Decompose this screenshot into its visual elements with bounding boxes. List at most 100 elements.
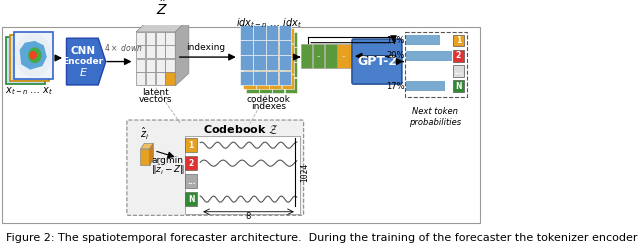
Text: 20%: 20% [387,51,405,60]
FancyBboxPatch shape [272,62,284,77]
FancyBboxPatch shape [146,32,156,45]
FancyBboxPatch shape [259,78,271,93]
FancyBboxPatch shape [285,32,297,47]
FancyBboxPatch shape [279,25,291,39]
Text: ...: ... [454,66,463,75]
FancyBboxPatch shape [256,59,269,74]
FancyBboxPatch shape [406,36,440,45]
FancyBboxPatch shape [165,45,175,58]
FancyBboxPatch shape [136,59,145,72]
FancyBboxPatch shape [156,59,165,72]
FancyBboxPatch shape [165,59,175,72]
FancyBboxPatch shape [285,47,297,62]
FancyBboxPatch shape [141,149,150,165]
FancyBboxPatch shape [453,35,464,46]
FancyBboxPatch shape [285,78,297,93]
FancyBboxPatch shape [165,32,175,45]
Text: indexing: indexing [186,43,225,52]
Text: codebook: codebook [247,95,291,104]
FancyBboxPatch shape [282,28,294,43]
FancyBboxPatch shape [282,44,294,58]
FancyBboxPatch shape [136,32,145,45]
FancyBboxPatch shape [240,25,253,39]
FancyBboxPatch shape [301,45,312,68]
FancyBboxPatch shape [240,55,253,70]
FancyBboxPatch shape [185,156,197,170]
Text: vectors: vectors [139,95,172,104]
Text: 1: 1 [188,141,194,150]
Text: 2: 2 [188,159,194,168]
FancyBboxPatch shape [282,59,294,74]
FancyBboxPatch shape [253,71,266,86]
Text: –: – [317,53,321,59]
FancyBboxPatch shape [279,55,291,70]
FancyBboxPatch shape [259,62,271,77]
FancyBboxPatch shape [337,45,349,68]
Text: $E$: $E$ [79,66,88,78]
FancyBboxPatch shape [256,44,269,58]
Text: $x_{t-n}\ \ldots\ x_t$: $x_{t-n}\ \ldots\ x_t$ [5,85,54,97]
FancyBboxPatch shape [259,47,271,62]
FancyBboxPatch shape [136,72,145,86]
FancyBboxPatch shape [185,136,300,214]
FancyBboxPatch shape [6,37,45,84]
FancyBboxPatch shape [385,45,397,68]
FancyBboxPatch shape [285,62,297,77]
Polygon shape [141,143,154,149]
FancyBboxPatch shape [136,45,145,58]
Circle shape [15,34,51,76]
FancyBboxPatch shape [406,81,445,91]
Text: $idx_{t-n}\ \ldots\ idx_t$: $idx_{t-n}\ \ldots\ idx_t$ [236,16,302,30]
Text: $4\times$ down: $4\times$ down [104,42,143,53]
Text: GPT-2: GPT-2 [357,55,397,68]
Text: $\hat{z}_i$: $\hat{z}_i$ [140,126,150,142]
FancyBboxPatch shape [361,45,372,68]
Text: Next token
probabilities: Next token probabilities [409,107,461,127]
FancyBboxPatch shape [243,59,256,74]
FancyBboxPatch shape [246,78,259,93]
Text: indexes: indexes [252,102,287,111]
FancyBboxPatch shape [243,28,256,43]
FancyBboxPatch shape [453,65,464,77]
FancyBboxPatch shape [256,28,269,43]
Text: Encoder: Encoder [63,57,104,66]
Text: Figure 2: The spatiotemporal forecaster architecture.  During the training of th: Figure 2: The spatiotemporal forecaster … [6,233,640,243]
FancyBboxPatch shape [146,59,156,72]
Polygon shape [20,41,47,70]
FancyBboxPatch shape [313,45,324,68]
FancyBboxPatch shape [146,72,156,86]
FancyBboxPatch shape [453,50,464,61]
FancyBboxPatch shape [266,55,278,70]
FancyBboxPatch shape [272,78,284,93]
FancyBboxPatch shape [156,32,165,45]
Text: argmin: argmin [152,156,184,165]
Polygon shape [150,143,154,165]
Polygon shape [67,38,106,85]
FancyBboxPatch shape [10,35,49,81]
Text: 2: 2 [456,51,461,60]
FancyBboxPatch shape [453,80,464,92]
FancyBboxPatch shape [13,32,53,79]
FancyBboxPatch shape [325,45,337,68]
Polygon shape [175,19,189,86]
FancyBboxPatch shape [185,174,197,188]
FancyBboxPatch shape [406,51,452,61]
Text: $\hat{Z}$: $\hat{Z}$ [156,0,168,18]
Text: ...: ... [187,177,195,186]
FancyBboxPatch shape [279,71,291,86]
Circle shape [29,48,41,62]
Text: Codebook $\mathcal{Z}$: Codebook $\mathcal{Z}$ [204,122,279,135]
Text: 8: 8 [246,212,251,221]
FancyBboxPatch shape [253,55,266,70]
FancyBboxPatch shape [146,45,156,58]
Text: 15%: 15% [387,36,405,45]
FancyBboxPatch shape [269,28,282,43]
FancyBboxPatch shape [259,32,271,47]
FancyBboxPatch shape [272,32,284,47]
Text: CNN: CNN [70,46,95,56]
FancyBboxPatch shape [185,192,197,206]
FancyBboxPatch shape [266,40,278,55]
FancyBboxPatch shape [269,74,282,89]
FancyBboxPatch shape [156,45,165,58]
Text: N: N [188,195,195,204]
